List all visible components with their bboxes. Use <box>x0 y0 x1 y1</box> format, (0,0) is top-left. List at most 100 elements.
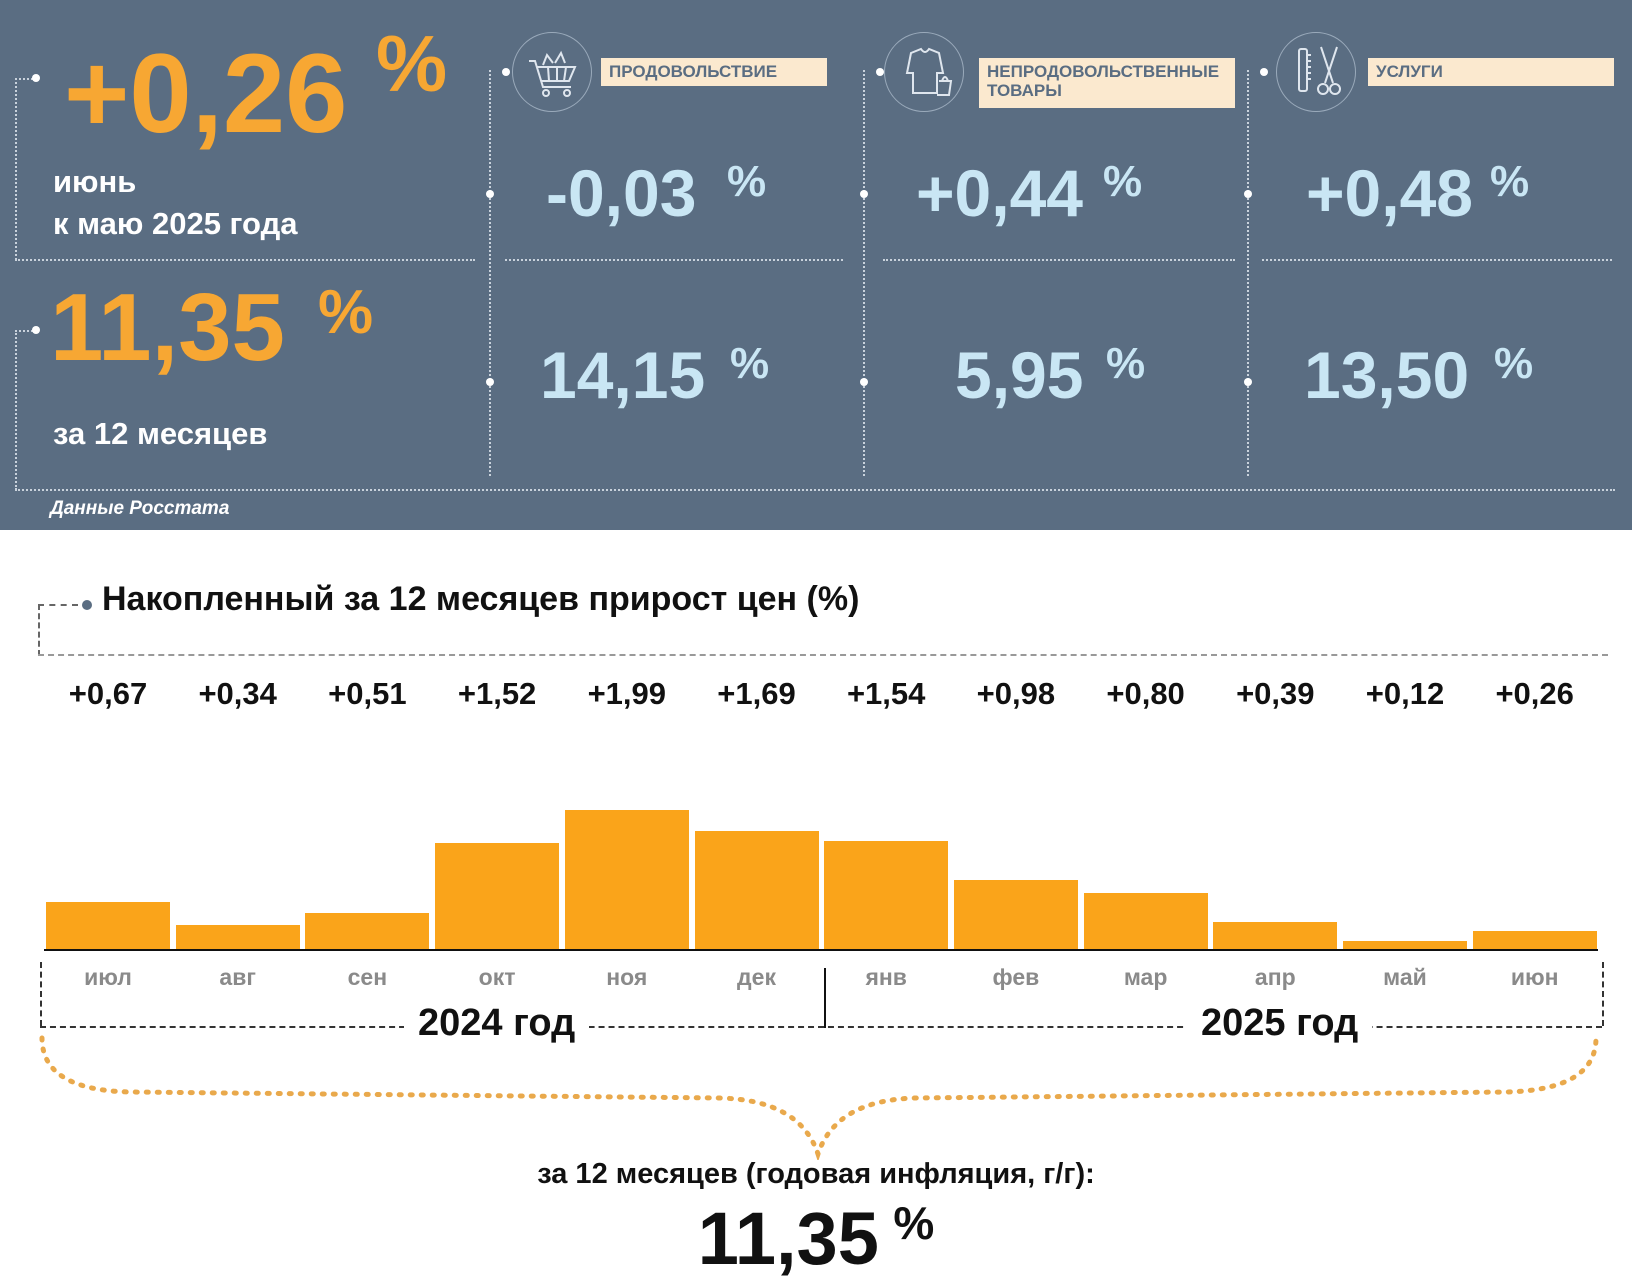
summary-value: 11,35 <box>697 1197 879 1280</box>
chart-top-divider <box>38 654 1608 656</box>
bullet-dot <box>1260 68 1268 76</box>
monthly-caption-line1: июнь <box>53 164 137 199</box>
bar-ноя <box>564 809 689 949</box>
bullet-dot <box>1244 190 1252 198</box>
services-annual-unit: % <box>1494 339 1534 388</box>
month-label-ноя: ноя <box>606 964 648 990</box>
divider <box>1247 70 1249 476</box>
month-label-дек: дек <box>737 964 776 990</box>
curly-brace <box>39 1035 1599 1160</box>
year-label-2024: 2024 год <box>404 1002 590 1045</box>
bullet-dot <box>876 68 884 76</box>
value-label-дек: +1,69 <box>717 676 796 711</box>
month-label-апр: апр <box>1254 964 1296 990</box>
year-label-2025: 2025 год <box>1187 1002 1373 1045</box>
bullet-dot <box>860 378 868 386</box>
year-range-line <box>40 1026 1602 1028</box>
month-label-сен: сен <box>347 964 388 990</box>
bullet-dot <box>32 326 40 334</box>
nonfood-annual-unit: % <box>1106 339 1146 388</box>
value-label-апр: +0,39 <box>1236 676 1315 711</box>
bar-июл <box>46 902 170 949</box>
value-label-ноя: +1,99 <box>587 676 667 711</box>
bar-авг <box>175 925 300 949</box>
nonfood-monthly-unit: % <box>1103 157 1143 206</box>
value-label-июн: +0,26 <box>1495 676 1574 711</box>
bar-май <box>1343 940 1467 949</box>
category-label-nonfood: НЕПРОДОВОЛЬСТВЕННЫЕ ТОВАРЫ <box>979 58 1235 108</box>
bar-янв <box>824 841 949 949</box>
value-label-окт: +1,52 <box>457 676 537 711</box>
value-label-авг: +0,34 <box>198 676 277 711</box>
x-axis <box>44 949 1598 951</box>
divider <box>489 70 491 476</box>
value-label-сен: +0,51 <box>328 676 407 711</box>
divider <box>863 70 865 476</box>
annual-inflation-unit: % <box>318 278 374 347</box>
category-label-food: ПРОДОВОЛЬСТВИЕ <box>601 58 827 86</box>
bullet-dot <box>486 378 494 386</box>
value-label-янв: +1,54 <box>846 676 926 711</box>
divider <box>15 78 17 260</box>
bar-дек <box>694 830 819 949</box>
services-monthly-unit: % <box>1490 157 1530 206</box>
annual-caption: за 12 месяцев <box>53 416 268 451</box>
food-annual-value: 14,15 <box>540 338 706 412</box>
summary-panel: +0,26 % июнь к маю 2025 года 11,35 % за … <box>0 0 1632 530</box>
value-label-мар: +0,80 <box>1106 676 1185 711</box>
source-note: Данные Росстата <box>50 498 230 519</box>
divider <box>15 259 475 261</box>
monthly-inflation-unit: % <box>376 19 448 108</box>
food-monthly-value: -0,03 <box>546 156 697 230</box>
summary-unit: % <box>893 1197 935 1249</box>
divider <box>1262 259 1612 261</box>
monthly-caption-line2: к маю 2025 года <box>53 206 298 241</box>
services-monthly-value: +0,48 <box>1306 156 1473 230</box>
bar-июн <box>1472 930 1597 949</box>
scissors-comb-icon <box>1276 32 1356 112</box>
month-label-фев: фев <box>992 964 1040 990</box>
month-label-июл: июл <box>84 964 132 990</box>
divider <box>15 330 17 490</box>
month-label-окт: окт <box>478 964 516 990</box>
summary-value-row: 11,35 % <box>0 1196 1632 1281</box>
divider <box>15 78 37 80</box>
chart-title: Накопленный за 12 месяцев прирост цен (%… <box>102 580 860 618</box>
monthly-inflation-value: +0,26 <box>64 31 348 156</box>
divider <box>883 259 1235 261</box>
month-label-май: май <box>1383 964 1427 990</box>
year-separator <box>824 968 826 1028</box>
bar-апр <box>1213 921 1338 949</box>
divider <box>505 259 843 261</box>
annual-inflation-value: 11,35 <box>50 274 285 381</box>
bar-мар <box>1083 893 1208 949</box>
bullet-dot <box>1244 378 1252 386</box>
divider <box>15 330 37 332</box>
month-label-авг: авг <box>219 964 256 990</box>
food-annual-unit: % <box>730 339 770 388</box>
bullet-dot <box>32 74 40 82</box>
month-label-мар: мар <box>1123 964 1168 990</box>
month-label-июн: июн <box>1510 964 1559 990</box>
title-bullet <box>82 600 92 610</box>
clothing-icon <box>884 32 964 112</box>
divider <box>15 489 1615 491</box>
summary-caption: за 12 месяцев (годовая инфляция, г/г): <box>537 1158 1095 1190</box>
nonfood-monthly-value: +0,44 <box>916 156 1083 230</box>
nonfood-annual-value: 5,95 <box>955 338 1084 412</box>
value-label-май: +0,12 <box>1365 676 1445 711</box>
bullet-dot <box>486 190 494 198</box>
bar-сен <box>305 913 430 949</box>
title-connector <box>38 604 78 606</box>
category-label-services: УСЛУГИ <box>1368 58 1614 86</box>
bullet-dot <box>502 68 510 76</box>
month-label-янв: янв <box>865 964 907 990</box>
bullet-dot <box>860 190 868 198</box>
value-label-фев: +0,98 <box>976 676 1056 711</box>
title-connector <box>38 604 40 656</box>
bar-фев <box>953 880 1078 949</box>
value-label-июл: +0,67 <box>68 676 148 711</box>
range-right-edge <box>1602 962 1604 1026</box>
services-annual-value: 13,50 <box>1304 338 1470 412</box>
shopping-cart-icon <box>512 32 592 112</box>
